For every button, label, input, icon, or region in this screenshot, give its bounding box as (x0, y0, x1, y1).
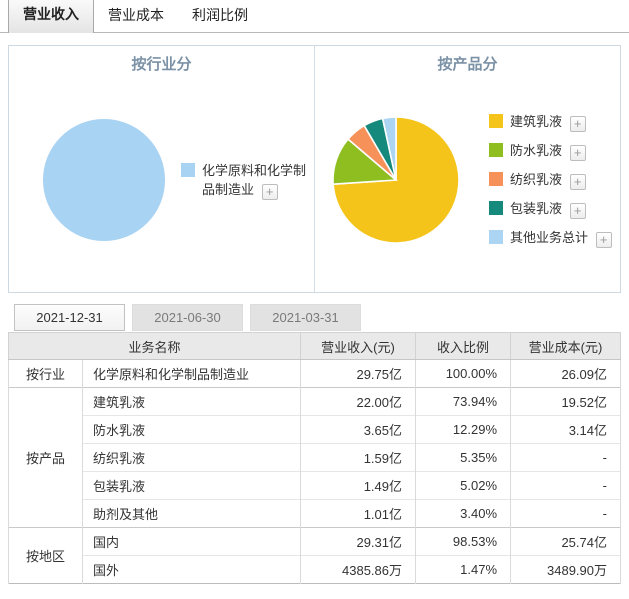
legend-item[interactable]: 包装乳液 + (489, 199, 620, 219)
pie-slice[interactable] (381, 116, 397, 181)
table-row: 包装乳液 1.49亿 5.02% - (9, 471, 621, 500)
legend-item[interactable]: 其他业务总计 + (489, 228, 620, 248)
table-row: 防水乳液 3.65亿 12.29% 3.14亿 (9, 415, 621, 444)
date-tab-2021-03-31[interactable]: 2021-03-31 (250, 304, 361, 331)
add-to-chart-button[interactable]: + (595, 232, 612, 248)
table-header-row: 业务名称 营业收入(元) 收入比例 营业成本(元) (7, 332, 621, 360)
table-row: 按行业 化学原料和化学制品制造业 29.75亿 100.00% 26.09亿 (8, 359, 621, 388)
product-chart-body: 建筑乳液 + 防水乳液 + 纺织乳液 + 包装乳液 + 其他业务总计 + (315, 74, 620, 286)
add-to-chart-button[interactable]: + (569, 116, 586, 132)
revenue-cell: 4385.86万 (300, 555, 417, 584)
industry-chart-body: 化学原料和化学制品制造业 + (9, 74, 314, 286)
revenue-cell: 1.01亿 (300, 499, 417, 528)
legend-label: 纺织乳液 + (510, 170, 586, 190)
legend-swatch-icon (489, 201, 503, 215)
revenue-cell: 29.75亿 (300, 359, 417, 388)
date-tab-2021-12-31[interactable]: 2021-12-31 (14, 304, 125, 331)
revenue-cell: 29.31亿 (300, 527, 417, 556)
business-name-cell: 国内 (81, 527, 302, 556)
col-header-business-name: 业务名称 (7, 332, 302, 360)
ratio-cell: 5.35% (415, 443, 512, 472)
table-row: 纺织乳液 1.59亿 5.35% - (9, 443, 621, 472)
industry-pie-chart (42, 118, 166, 242)
revenue-cell: 1.49亿 (300, 471, 417, 500)
legend-swatch-icon (489, 143, 503, 157)
product-legend: 建筑乳液 + 防水乳液 + 纺织乳液 + 包装乳液 + 其他业务总计 + (489, 112, 620, 248)
revenue-cell: 3.65亿 (300, 415, 417, 444)
pie-slice[interactable] (42, 118, 166, 242)
pie-charts-panel: 按行业分 化学原料和化学制品制造业 + 按产品分 建筑乳液 + 防水乳液 + 纺织乳… (8, 45, 621, 293)
group-label-cell: 按行业 (8, 359, 83, 388)
report-tab-bar: 营业收入 营业成本 利润比例 (0, 0, 629, 33)
legend-item[interactable]: 纺织乳液 + (489, 170, 620, 190)
cost-cell: - (510, 499, 621, 528)
product-chart-title: 按产品分 (437, 56, 498, 73)
col-header-cost: 营业成本(元) (510, 332, 621, 360)
legend-item[interactable]: 化学原料和化学制品制造业 + (181, 161, 313, 200)
col-header-revenue: 营业收入(元) (300, 332, 417, 360)
legend-label: 其他业务总计 + (510, 228, 612, 248)
table-row: 国外 4385.86万 1.47% 3489.90万 (9, 555, 621, 584)
ratio-cell: 12.29% (415, 415, 512, 444)
ratio-cell: 100.00% (415, 359, 512, 388)
business-name-cell: 防水乳液 (81, 415, 302, 444)
tab-operating-revenue[interactable]: 营业收入 (8, 0, 94, 33)
revenue-cell: 1.59亿 (300, 443, 417, 472)
legend-swatch-icon (489, 114, 503, 128)
cost-cell: 19.52亿 (510, 387, 621, 416)
legend-label: 建筑乳液 + (510, 112, 586, 132)
date-tab-2021-06-30[interactable]: 2021-06-30 (132, 304, 243, 331)
ratio-cell: 1.47% (415, 555, 512, 584)
legend-label: 防水乳液 + (510, 141, 586, 161)
add-to-chart-button[interactable]: + (569, 203, 586, 219)
industry-legend: 化学原料和化学制品制造业 + (181, 161, 313, 200)
table-row: 按产品 建筑乳液 22.00亿 73.94% 19.52亿 (8, 387, 621, 528)
ratio-cell: 5.02% (415, 471, 512, 500)
business-name-cell: 助剂及其他 (81, 499, 302, 528)
product-chart-panel: 按产品分 建筑乳液 + 防水乳液 + 纺织乳液 + 包装乳液 + 其他业务总计 + (314, 46, 620, 292)
cost-cell: - (510, 471, 621, 500)
industry-chart-title: 按行业分 (131, 56, 192, 73)
cost-cell: 3489.90万 (510, 555, 621, 584)
product-pie-chart (332, 116, 460, 244)
business-name-cell: 建筑乳液 (81, 387, 302, 416)
legend-swatch-icon (181, 162, 195, 177)
ratio-cell: 98.53% (415, 527, 512, 556)
business-name-cell: 国外 (81, 555, 302, 584)
revenue-cell: 22.00亿 (300, 387, 417, 416)
group-label-cell: 按地区 (8, 527, 83, 584)
group-label-cell: 按产品 (8, 387, 83, 528)
ratio-cell: 73.94% (415, 387, 512, 416)
legend-label: 化学原料和化学制品制造业 + (202, 162, 307, 200)
legend-swatch-icon (489, 172, 503, 186)
add-to-chart-button[interactable]: + (569, 145, 586, 161)
cost-cell: - (510, 443, 621, 472)
legend-label: 包装乳液 + (510, 199, 586, 219)
cost-cell: 26.09亿 (510, 359, 621, 388)
add-to-chart-button[interactable]: + (261, 183, 278, 200)
date-tab-bar: 2021-12-31 2021-06-30 2021-03-31 (14, 304, 621, 331)
col-header-ratio: 收入比例 (415, 332, 512, 360)
tab-profit-ratio[interactable]: 利润比例 (192, 7, 248, 23)
legend-item[interactable]: 防水乳液 + (489, 141, 620, 161)
cost-cell: 3.14亿 (510, 415, 621, 444)
legend-item[interactable]: 建筑乳液 + (489, 112, 620, 132)
cost-cell: 25.74亿 (510, 527, 621, 556)
legend-swatch-icon (489, 230, 503, 244)
tab-operating-cost[interactable]: 营业成本 (108, 7, 164, 23)
add-to-chart-button[interactable]: + (569, 174, 586, 190)
ratio-cell: 3.40% (415, 499, 512, 528)
business-breakdown-table: 业务名称 营业收入(元) 收入比例 营业成本(元) 按行业 化学原料和化学制品制造… (7, 332, 621, 584)
business-name-cell: 化学原料和化学制品制造业 (81, 359, 302, 388)
table-row: 按地区 国内 29.31亿 98.53% 25.74亿 (8, 527, 621, 584)
industry-chart-panel: 按行业分 化学原料和化学制品制造业 + (9, 46, 314, 292)
business-name-cell: 包装乳液 (81, 471, 302, 500)
table-row: 助剂及其他 1.01亿 3.40% - (9, 499, 621, 528)
business-name-cell: 纺织乳液 (81, 443, 302, 472)
